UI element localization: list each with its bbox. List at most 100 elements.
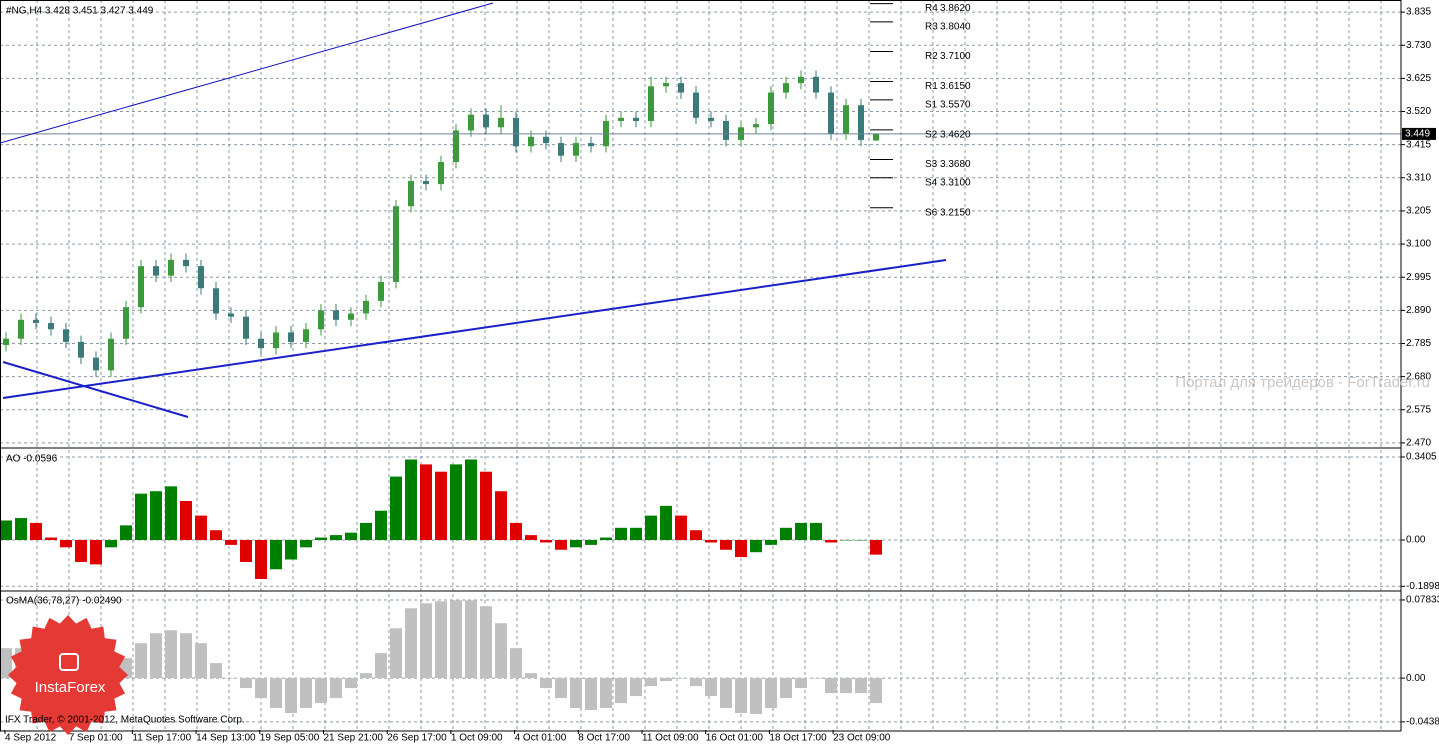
candle-body [423,180,429,185]
candle-body [33,319,39,323]
histogram-bar [225,678,237,679]
candle-body [498,117,504,128]
histogram-bar [540,678,552,689]
y-tick-label: 3.835 [1406,7,1431,18]
watermark: Портал для трейдеров - ForTrader.ru [1175,374,1430,391]
histogram-bar [645,678,657,687]
logo-icon [59,653,79,671]
histogram-bar [450,600,462,679]
candle-body [168,259,174,276]
pivot-value: 3.7100 [940,51,971,62]
histogram-bar [345,678,357,689]
histogram-bar [720,540,732,550]
histogram-bar [705,540,717,543]
x-tick-label: 14 Sep 13:00 [196,733,256,744]
y-tick-label: 0.07833 [1406,595,1439,606]
candle-body [348,313,354,320]
trend-line [2,259,947,399]
histogram-bar [735,540,747,558]
y-tick-label: 2.470 [1406,438,1431,449]
pivot-name: R2 [925,51,938,62]
histogram-bar [675,515,687,540]
histogram-bar [780,678,792,699]
histogram-bar [255,540,267,580]
candle-body [828,92,834,134]
histogram-bar [510,648,522,679]
x-tick-label: 11 Sep 17:00 [132,733,191,744]
candle-body [303,329,309,342]
histogram-bar [420,464,432,540]
histogram-bar [105,540,117,548]
histogram-bar [0,648,12,679]
candle-body [363,300,369,314]
histogram-bar [435,471,447,540]
pivot-value: 3.5570 [940,99,971,110]
histogram-bar [465,600,477,679]
trend-line [2,361,189,418]
trend-line [0,2,494,144]
candle-body [663,83,669,87]
y-tick-label: 0.00 [1406,673,1426,684]
y-tick-label: 3.730 [1406,40,1431,51]
histogram-bar [840,540,852,541]
candle-body [453,130,459,163]
candle-body [408,180,414,207]
candle-body [18,319,24,339]
y-tick-label: 3.415 [1406,139,1431,150]
histogram-bar [240,540,252,562]
histogram-bar [870,678,882,704]
pivot-value: 3.6150 [940,81,971,92]
histogram-bar [240,678,252,689]
histogram-bar [225,540,237,545]
histogram-bar [360,522,372,540]
candle-body [633,117,639,121]
candle-body [333,310,339,320]
histogram-bar [30,522,42,540]
x-tick-label: 16 Oct 01:00 [706,733,764,744]
logo: InstaForex [8,615,128,735]
pivot-value: 3.8620 [940,3,971,14]
candle-body [78,341,84,358]
histogram-bar [840,678,852,694]
histogram-bar [360,673,372,679]
y-tick-label: -0.1898 [1406,581,1439,592]
y-tick-label: 2.575 [1406,404,1431,415]
histogram-bar [825,678,837,694]
histogram-bar [765,678,777,709]
histogram-bar [210,663,222,679]
histogram-bar [690,530,702,540]
histogram-bar [285,678,297,714]
candle-body [108,338,114,371]
histogram-bar [585,540,597,545]
y-tick-label: 2.995 [1406,272,1431,283]
histogram-bar [750,678,762,715]
x-tick-label: 8 Oct 17:00 [578,733,630,744]
pivot-name: R1 [925,81,938,92]
pivot-name: S6 [925,207,938,218]
y-tick-label: 3.520 [1406,106,1431,117]
y-tick-label: 0.3405 [1406,452,1437,463]
histogram-bar [195,643,207,679]
candle-body [588,143,594,147]
histogram-bar [165,486,177,540]
histogram-bar [495,491,507,540]
x-tick-label: 26 Sep 17:00 [387,733,447,744]
pivot-value: 3.4620 [940,129,971,140]
pivot-value: 3.3680 [940,159,971,170]
y-tick-label: 3.310 [1406,172,1431,183]
candle-body [3,338,9,346]
histogram-bar [300,540,312,548]
histogram-bar [525,535,537,540]
histogram-bar [45,537,57,540]
histogram-bar [750,540,762,553]
candle-body [513,117,519,147]
histogram-bar [270,540,282,570]
histogram-bar [120,525,132,540]
histogram-bar [345,532,357,540]
candle-body [438,162,444,185]
candle-body [468,114,474,131]
candle-body [678,83,684,93]
candle-body [798,76,804,84]
